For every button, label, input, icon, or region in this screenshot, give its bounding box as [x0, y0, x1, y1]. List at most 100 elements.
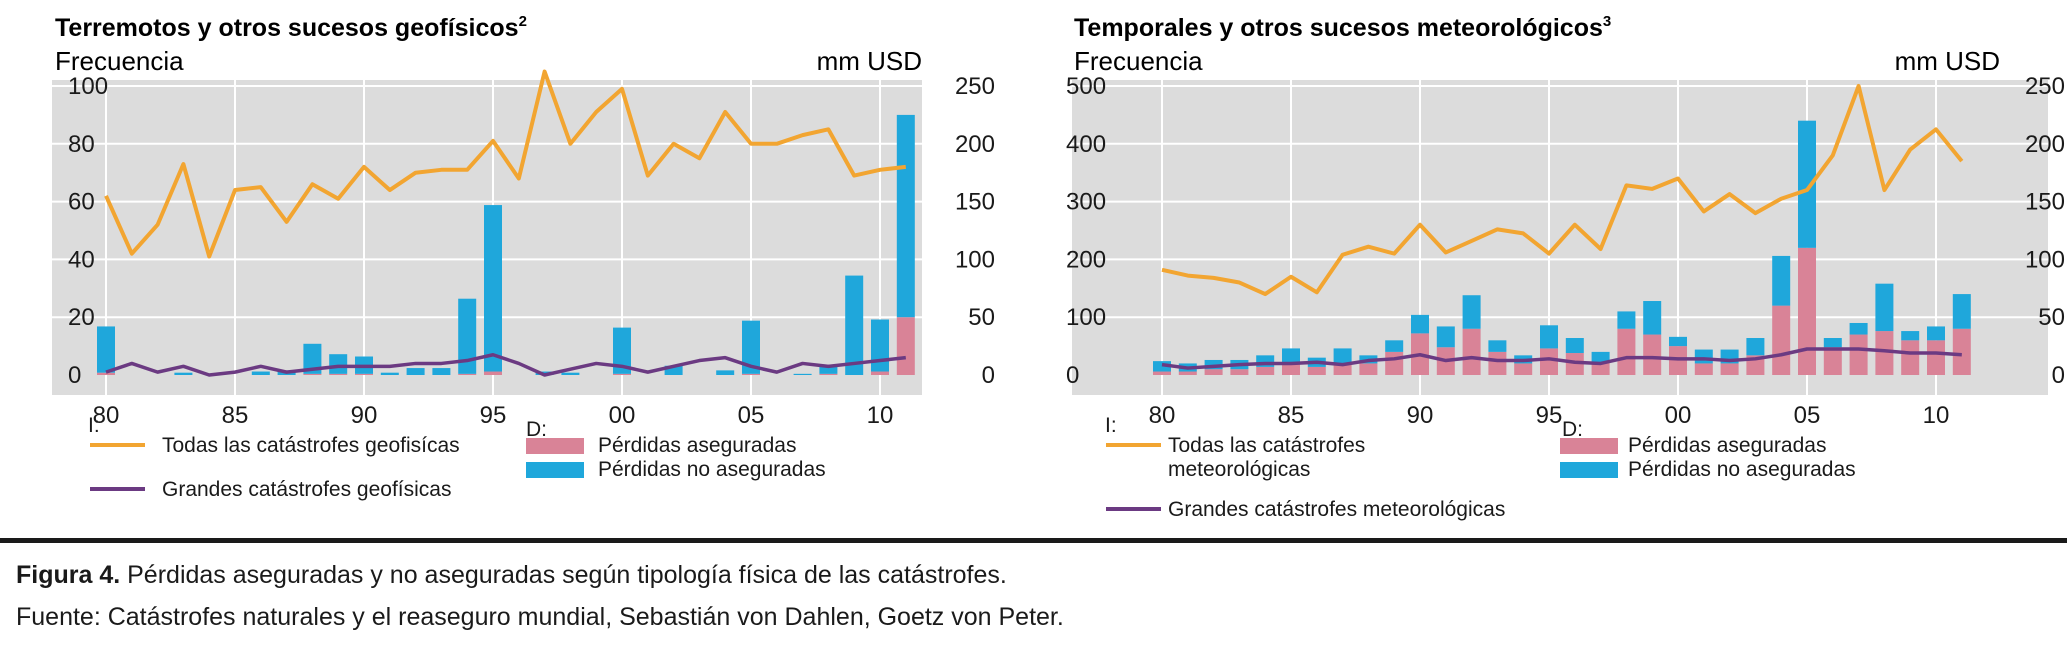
bar-uninsured	[664, 365, 683, 375]
bar-uninsured	[174, 372, 193, 375]
bar-uninsured	[97, 326, 115, 373]
bar-uninsured	[871, 319, 889, 372]
bar-uninsured	[1256, 355, 1275, 367]
bar-insured	[819, 373, 838, 375]
bar-uninsured	[1875, 283, 1894, 332]
bar-uninsured	[406, 368, 425, 375]
line-all-catastrophes	[104, 69, 907, 259]
x-tick-label: 00	[609, 402, 636, 429]
bar-uninsured	[1927, 326, 1945, 341]
bar-uninsured	[613, 327, 631, 374]
right-axis-title: mm USD	[817, 46, 922, 76]
bar-uninsured	[793, 373, 812, 375]
bar-uninsured	[1849, 322, 1868, 335]
legend-label-insured: Pérdidas aseguradas	[1628, 434, 1826, 457]
bar-insured	[613, 373, 631, 375]
x-tick-label: 90	[1407, 402, 1434, 429]
right-tick-label: 50	[968, 304, 995, 331]
left-tick-label: 20	[68, 304, 95, 331]
bar-insured	[303, 373, 322, 375]
bar-uninsured	[1772, 255, 1791, 306]
left-tick-label: 60	[68, 189, 95, 216]
x-tick-label: 05	[738, 402, 765, 429]
figure-charts: Terremotos y otros sucesos geofísicos2 Fr…	[52, 13, 2065, 521]
bar-uninsured	[896, 114, 915, 318]
left-tick-label: 200	[1066, 246, 1106, 273]
bar-insured	[1643, 334, 1662, 375]
bar-insured	[1901, 340, 1920, 375]
bar-insured	[1540, 348, 1558, 375]
x-tick-label: 05	[1794, 402, 1821, 429]
right-tick-label: 200	[2025, 131, 2065, 158]
bar-uninsured	[845, 275, 864, 375]
title-footnote: 2	[519, 13, 527, 30]
figure-caption: Figura 4. Pérdidas aseguradas y no asegu…	[16, 561, 1007, 590]
bar-uninsured	[1901, 331, 1920, 341]
line-all-catastrophes	[1161, 84, 1964, 297]
bar-uninsured	[1462, 295, 1481, 329]
bar-insured	[896, 317, 915, 375]
legend-label-uninsured: Pérdidas no aseguradas	[1628, 458, 1856, 481]
legend-left-marker: I:	[88, 414, 100, 437]
bar-uninsured	[1436, 326, 1455, 348]
left-tick-label: 400	[1066, 131, 1106, 158]
legend-right-marker: D:	[1562, 418, 1583, 441]
bar-uninsured	[1488, 340, 1507, 352]
right-tick-label: 100	[955, 246, 995, 273]
right-tick-label: 50	[2038, 304, 2065, 331]
bar-insured	[1694, 363, 1713, 375]
bar-uninsured	[1282, 348, 1300, 363]
bar-uninsured	[1952, 294, 1971, 329]
figure-source: Fuente: Catástrofes naturales y el rease…	[16, 603, 1064, 631]
bar-insured	[1488, 351, 1507, 375]
bar-uninsured	[1694, 349, 1713, 364]
x-tick-label: 00	[1665, 402, 1692, 429]
chart-panel-1: Terremotos y otros sucesos geofísicos2 Fr…	[52, 13, 995, 501]
left-tick-label: 0	[68, 362, 81, 389]
legend-label-major: Grandes catástrofes geofísicas	[162, 478, 451, 501]
legend-label-uninsured: Pérdidas no aseguradas	[598, 458, 826, 481]
bar-insured	[1282, 362, 1300, 375]
left-tick-label: 300	[1066, 189, 1106, 216]
bar-insured	[1823, 347, 1842, 375]
caption-text: Pérdidas aseguradas y no aseguradas segú…	[120, 561, 1007, 589]
right-tick-label: 0	[982, 362, 995, 389]
left-axis-title: Frecuencia	[55, 46, 184, 76]
bar-insured	[1591, 362, 1610, 375]
bar-insured	[1359, 363, 1378, 375]
right-axis-title: mm USD	[1895, 46, 2000, 76]
bar-insured	[742, 373, 760, 375]
right-tick-label: 100	[2025, 246, 2065, 273]
bar-insured	[1952, 328, 1971, 375]
x-tick-label: 80	[93, 402, 120, 429]
bar-uninsured	[1669, 336, 1687, 347]
left-tick-label: 500	[1066, 73, 1106, 100]
bar-uninsured	[1411, 314, 1429, 334]
bar-uninsured	[1643, 301, 1662, 335]
chart-title: Terremotos y otros sucesos geofísicos2	[55, 13, 527, 42]
bar-insured	[458, 373, 477, 375]
bar-uninsured	[742, 320, 760, 374]
bar-uninsured	[329, 354, 348, 374]
bar-uninsured	[432, 368, 451, 375]
left-tick-label: 100	[1066, 304, 1106, 331]
legend-label-all: Todas las catástrofes geofisícas	[162, 434, 460, 457]
title-footnote: 3	[1603, 13, 1611, 30]
x-tick-label: 10	[1923, 402, 1950, 429]
x-tick-label: 95	[480, 402, 507, 429]
bar-insured	[1462, 328, 1481, 375]
legend-label-insured: Pérdidas aseguradas	[598, 434, 796, 457]
bar-uninsured	[1385, 340, 1404, 352]
chart-panel-2: Temporales y otros sucesos meteorológico…	[1066, 13, 2065, 521]
bar-insured	[1720, 363, 1739, 375]
caption-divider	[0, 538, 2067, 543]
bar-uninsured	[1333, 348, 1352, 364]
bar-insured	[1256, 366, 1275, 375]
right-tick-label: 250	[2025, 73, 2065, 100]
legend-label-all: meteorológicas	[1168, 458, 1310, 481]
bar-insured	[1849, 334, 1868, 375]
bar-insured	[1798, 247, 1816, 375]
bar-insured	[871, 371, 889, 375]
bar-insured	[1514, 363, 1533, 375]
x-tick-label: 90	[351, 402, 378, 429]
